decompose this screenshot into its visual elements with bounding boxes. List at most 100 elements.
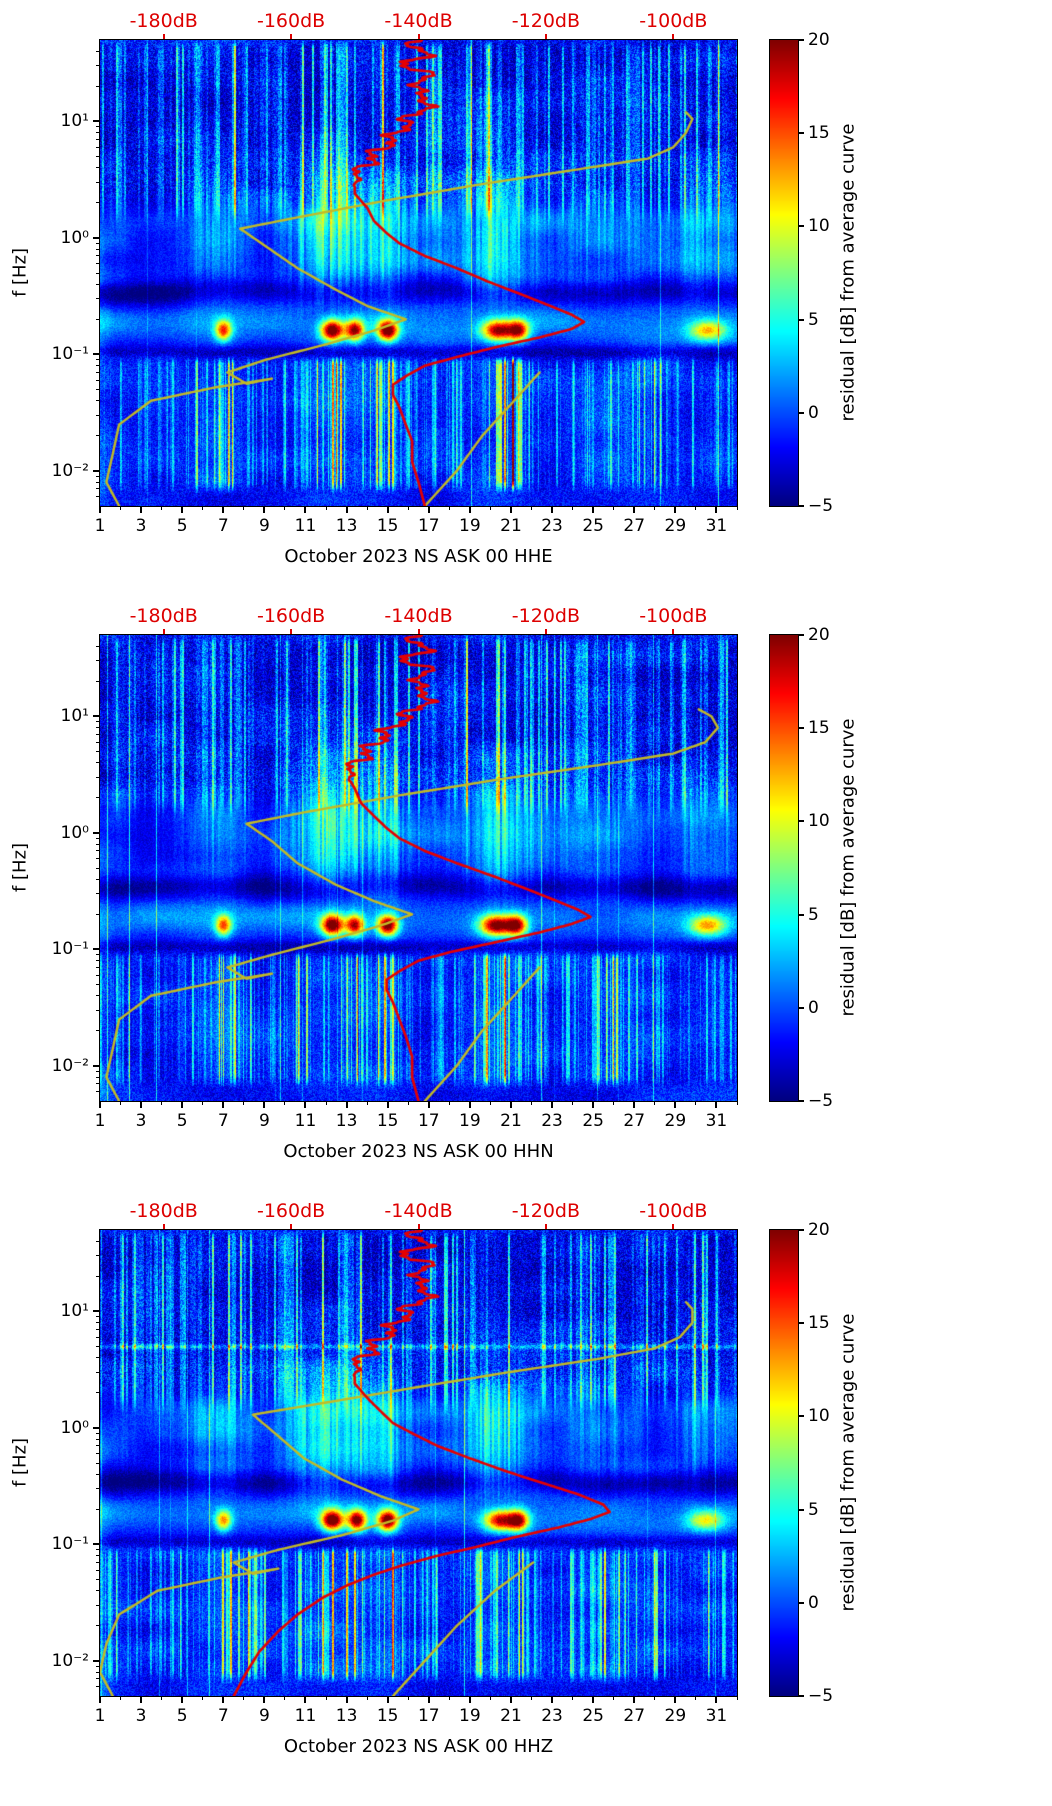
x-tick-label: 3 — [135, 1706, 147, 1726]
y-minor-tick-mark — [96, 1671, 99, 1673]
x-tick-mark — [468, 1697, 471, 1703]
x-tick-mark — [674, 1697, 677, 1703]
colorbar-tick-mark — [799, 132, 804, 135]
x-tick-label: 13 — [335, 516, 358, 536]
x-tick-label: 7 — [217, 1111, 229, 1131]
colorbar-tick-label: −5 — [808, 1686, 834, 1706]
top-axis-tick-label: -120dB — [511, 10, 580, 32]
x-minor-tick-mark — [695, 1102, 697, 1105]
x-minor-tick-mark — [654, 1102, 656, 1105]
y-minor-tick-mark — [96, 1604, 99, 1606]
y-minor-tick-mark — [96, 1488, 99, 1490]
colorbar-tick-mark — [799, 1006, 804, 1009]
x-minor-tick-mark — [407, 507, 409, 510]
x-tick-mark — [551, 1697, 554, 1703]
x-minor-tick-mark — [325, 1102, 327, 1105]
y-minor-tick-mark — [96, 1070, 99, 1072]
y-minor-tick-mark — [96, 741, 99, 743]
y-minor-tick-mark — [96, 1316, 99, 1318]
y-tick-mark — [93, 1310, 99, 1313]
y-tick-label: 10¹ — [60, 111, 89, 132]
y-tick-mark — [93, 1426, 99, 1429]
colorbar-frame — [769, 1229, 799, 1697]
x-axis-label: October 2023 NS ASK 00 HHN — [283, 1141, 554, 1162]
x-tick-label: 19 — [459, 1706, 481, 1726]
colorbar-tick-mark — [799, 1100, 804, 1102]
x-tick-label: 29 — [664, 1706, 687, 1726]
x-tick-mark — [592, 1102, 595, 1108]
colorbar-tick-label: 0 — [808, 1592, 819, 1613]
x-tick-mark — [345, 507, 348, 513]
y-minor-tick-mark — [96, 1328, 99, 1330]
y-minor-tick-mark — [96, 65, 99, 67]
x-tick-mark — [181, 507, 184, 513]
colorbar-frame — [769, 634, 799, 1102]
x-minor-tick-mark — [531, 1697, 533, 1700]
top-axis-tick-label: -180dB — [129, 10, 198, 32]
y-tick-mark — [93, 1064, 99, 1067]
colorbar-tick-label: 20 — [808, 1220, 830, 1240]
y-axis-label: f [Hz] — [9, 1437, 31, 1488]
y-minor-tick-mark — [96, 797, 99, 799]
panel-hhe: -180dB -160dB -140dB -120dB -100dB 10¹ 10⁰ 10⁻¹… — [0, 6, 1052, 601]
y-tick-mark — [93, 831, 99, 834]
top-axis-tick-mark — [672, 629, 675, 634]
x-minor-tick-mark — [736, 1102, 738, 1105]
colorbar-tick-mark — [799, 505, 804, 507]
y-minor-tick-mark — [96, 1009, 99, 1011]
y-tick-mark — [93, 236, 99, 239]
x-tick-label: 31 — [705, 1111, 728, 1131]
x-tick-mark — [222, 1697, 225, 1703]
colorbar-canvas — [770, 635, 798, 1101]
x-tick-label: 5 — [176, 1111, 188, 1131]
x-tick-mark — [386, 1102, 389, 1108]
x-minor-tick-mark — [202, 1697, 204, 1700]
y-minor-tick-mark — [96, 660, 99, 662]
x-minor-tick-mark — [243, 1697, 245, 1700]
x-tick-label: 13 — [335, 1111, 358, 1131]
x-tick-label: 11 — [294, 1111, 317, 1131]
x-minor-tick-mark — [161, 1102, 163, 1105]
top-axis-tick-mark — [417, 1224, 420, 1229]
y-minor-tick-mark — [96, 1240, 99, 1242]
y-minor-tick-mark — [96, 850, 99, 852]
x-tick-label: 29 — [664, 1111, 687, 1131]
y-minor-tick-mark — [96, 776, 99, 778]
x-tick-mark — [715, 507, 718, 513]
y-minor-tick-mark — [96, 1275, 99, 1277]
top-axis-tick-label: -100dB — [639, 605, 708, 627]
x-tick-mark — [181, 1102, 184, 1108]
x-tick-mark — [181, 1697, 184, 1703]
top-axis-tick-label: -140dB — [384, 605, 453, 627]
x-tick-label: 11 — [294, 516, 317, 536]
y-minor-tick-mark — [96, 156, 99, 157]
y-minor-tick-mark — [96, 138, 99, 140]
y-tick-label: 10⁰ — [60, 822, 89, 843]
colorbar-tick-mark — [799, 1695, 804, 1697]
top-axis-tick-label: -140dB — [384, 10, 453, 32]
colorbar-tick-mark — [799, 318, 804, 321]
x-tick-label: 1 — [94, 516, 106, 536]
y-minor-tick-mark — [96, 1030, 99, 1032]
x-tick-label: 9 — [258, 1706, 270, 1726]
x-tick-label: 21 — [500, 516, 522, 536]
y-minor-tick-mark — [96, 1346, 99, 1347]
x-tick-mark — [633, 1697, 636, 1703]
x-tick-mark — [345, 1697, 348, 1703]
y-minor-tick-mark — [96, 146, 99, 148]
colorbar-tick-mark — [799, 1415, 804, 1418]
y-minor-tick-mark — [96, 50, 99, 52]
colorbar-tick-label: −5 — [808, 1091, 834, 1111]
y-minor-tick-mark — [96, 475, 99, 477]
y-minor-tick-mark — [96, 1625, 99, 1627]
x-tick-label: 15 — [376, 1706, 399, 1726]
colorbar-tick-mark — [799, 913, 804, 916]
x-tick-label: 5 — [176, 516, 188, 536]
colorbar-tick-label: 10 — [808, 216, 830, 237]
top-axis-tick-mark — [162, 34, 165, 39]
y-minor-tick-mark — [96, 721, 99, 723]
y-minor-tick-mark — [96, 1336, 99, 1338]
top-axis-tick-mark — [290, 629, 293, 634]
colorbar-canvas — [770, 40, 798, 506]
y-minor-tick-mark — [96, 1371, 99, 1373]
